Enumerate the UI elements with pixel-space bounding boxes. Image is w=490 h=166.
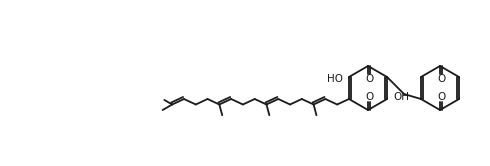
Text: O: O xyxy=(365,92,373,102)
Text: OH: OH xyxy=(393,92,409,102)
Text: O: O xyxy=(437,74,445,84)
Text: HO: HO xyxy=(327,74,343,84)
Text: O: O xyxy=(437,92,445,102)
Text: O: O xyxy=(365,74,373,84)
